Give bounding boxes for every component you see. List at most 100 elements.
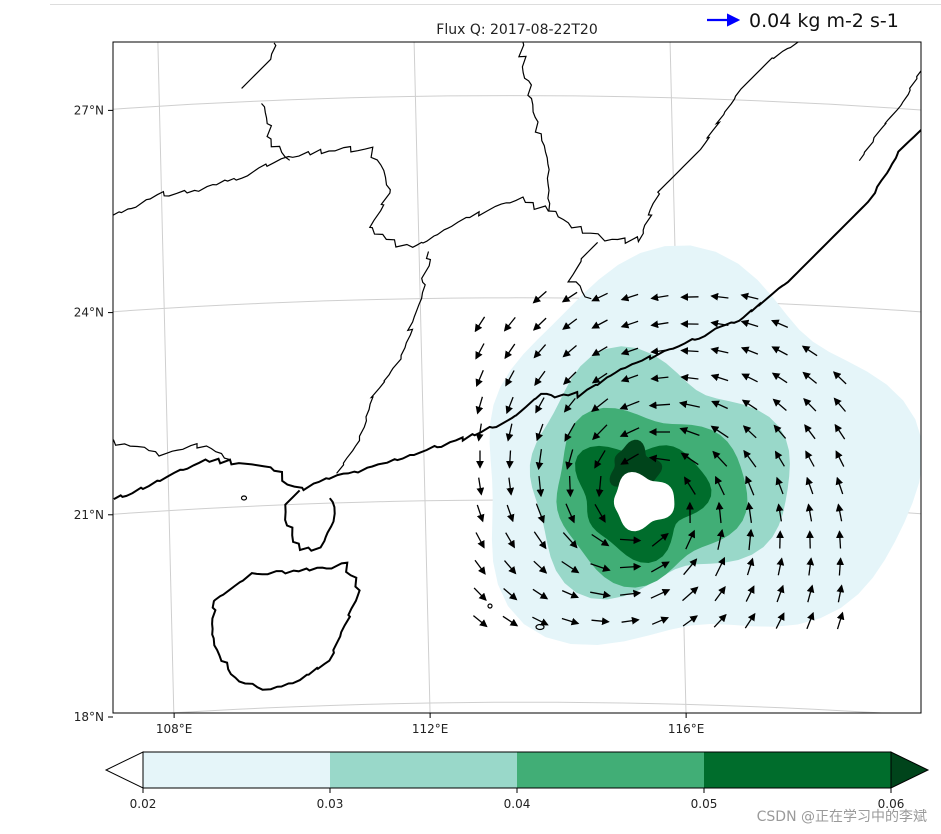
flux-vector [805,450,815,467]
flux-vector [594,450,606,469]
flux-vector [776,557,785,576]
flux-vector [710,346,729,355]
flux-vector [620,374,639,383]
flux-vector [591,533,610,547]
flux-vector [565,503,575,524]
flux-vector [714,586,726,602]
gridline-lon [925,9,941,784]
flux-contours [489,245,921,645]
flux-vector [475,396,484,415]
colorbar-tick-label: 0.02 [130,797,157,811]
flux-vector [565,449,574,470]
flux-vector [564,422,576,442]
flux-vector [803,397,817,412]
flux-vector [595,475,604,498]
flux-vector [619,536,642,545]
flux-vector [535,423,544,442]
y-tick-label: 27°N [74,103,104,117]
flux-vector [592,424,608,441]
province-boundary [261,103,291,161]
flux-vector [561,291,578,303]
colorbar-tick-label: 0.05 [691,797,718,811]
flux-vector [746,528,755,551]
flux-vector [806,557,815,576]
flux-vector [744,612,756,629]
contour-level-0-06 [609,439,663,487]
flux-vector [746,557,755,576]
province-boundary [858,69,921,162]
province-boundary [336,251,432,474]
flux-vector [650,561,670,573]
flux-vector [713,613,727,628]
colorbar-segment [330,752,517,788]
flux-vector [832,371,847,385]
flux-vector [802,371,818,384]
flux-vector [619,562,642,571]
flux-vector [590,563,611,572]
flux-vector [773,424,787,439]
flux-vector [591,346,608,356]
flux-vector [836,557,845,576]
flux-vector [740,319,759,328]
flux-vector [505,450,514,469]
flux-vector [806,584,815,603]
flux-vector [505,370,515,387]
flux-vector [532,616,549,626]
gridline-lon [413,42,431,713]
flux-vector [740,292,759,301]
province-boundary [241,42,277,89]
flux-vector [620,347,639,356]
flux-vector [474,559,486,575]
island-coastline [211,561,361,691]
flux-vector [503,316,516,332]
flux-vector [712,450,728,467]
flux-vector [776,584,785,603]
flux-vector [682,615,698,627]
colorbar-tick-label: 0.06 [878,797,905,811]
flux-vector [771,319,789,328]
x-tick-label: 112°E [412,722,449,736]
flux-vector [502,615,519,627]
flux-vector [774,450,785,467]
flux-vector [684,476,696,495]
flux-vector [682,586,699,602]
flux-vector [680,373,699,382]
flux-vector [561,590,579,599]
x-tick-label: 116°E [668,722,705,736]
flux-vector [475,369,484,387]
flux-vector [650,347,669,356]
flux-vector [503,588,518,601]
flux-vector [474,316,486,333]
province-boundary [113,439,231,461]
flux-vector [619,400,640,410]
flux-vector [745,501,754,523]
flux-vector [620,589,642,598]
flux-vector [535,397,545,414]
flux-vector [532,290,547,304]
flux-vector [771,346,788,356]
province-boundary [566,241,599,300]
flux-vector [506,504,515,523]
colorbar-tick-label: 0.03 [317,797,344,811]
flux-vector [678,400,700,409]
colorbar-segment [704,752,891,788]
flux-vector [561,560,580,574]
flux-vector [650,588,671,599]
small-island [535,623,545,631]
flux-vector [804,424,816,440]
flux-vector [741,373,758,383]
flux-vector [591,292,608,302]
flux-vector [683,558,698,576]
flux-vector [504,343,516,360]
flux-vector [591,398,609,413]
quiver-key-label: 0.04 kg m-2 s-1 [749,10,899,32]
flux-vector [505,423,514,442]
flux-vector [679,427,700,437]
flux-vector [619,427,640,438]
flux-vector [475,423,484,442]
flux-vector [648,401,671,410]
coastlines [113,42,921,691]
flux-vector [833,397,846,412]
flux-vector [562,345,577,358]
province-boundary [517,42,551,212]
